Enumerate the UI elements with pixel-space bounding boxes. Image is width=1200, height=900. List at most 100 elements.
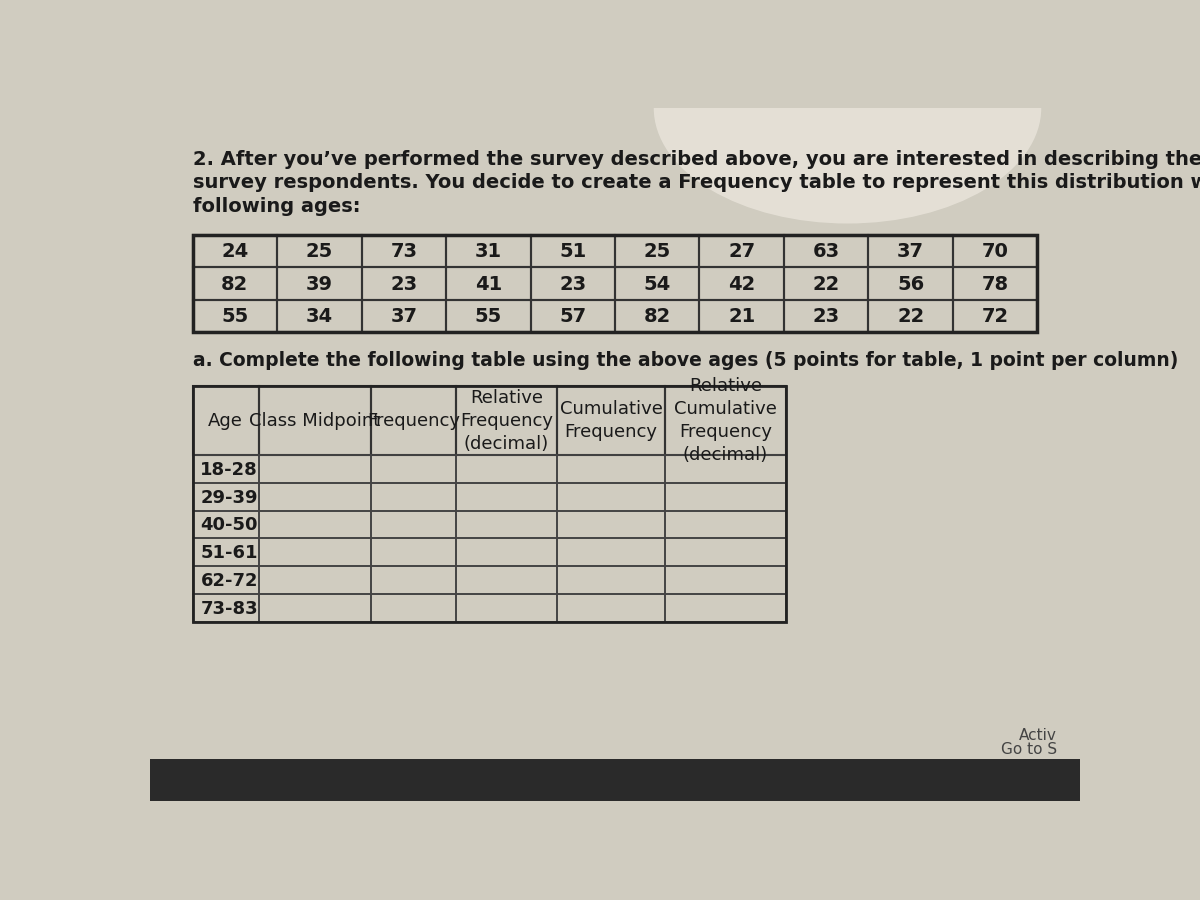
Text: Relative
Cumulative
Frequency
(decimal): Relative Cumulative Frequency (decimal) [674, 377, 776, 464]
Bar [193, 300, 277, 332]
Bar [193, 235, 277, 267]
Bar [700, 300, 784, 332]
Bar [665, 455, 786, 483]
Bar [371, 510, 456, 538]
Bar [277, 267, 361, 300]
Bar [530, 235, 616, 267]
Text: 62-72: 62-72 [200, 572, 258, 590]
Bar [258, 386, 371, 455]
Text: 42: 42 [728, 274, 755, 293]
Text: Relative
Frequency
(decimal): Relative Frequency (decimal) [460, 389, 553, 453]
Text: 37: 37 [390, 307, 418, 326]
Bar [665, 510, 786, 538]
Bar [193, 235, 1037, 332]
Text: Frequency: Frequency [367, 411, 460, 429]
Bar [277, 235, 361, 267]
Bar [258, 594, 371, 622]
Bar [258, 538, 371, 566]
Text: 57: 57 [559, 307, 587, 326]
Text: 23: 23 [559, 274, 587, 293]
Bar [371, 455, 456, 483]
Bar [456, 510, 557, 538]
Bar [616, 300, 700, 332]
Text: 34: 34 [306, 307, 332, 326]
Bar [456, 483, 557, 510]
Bar [665, 538, 786, 566]
Bar [371, 538, 456, 566]
Bar [456, 455, 557, 483]
Bar [530, 267, 616, 300]
Bar [277, 300, 361, 332]
Text: Go to S: Go to S [1001, 742, 1057, 757]
Bar [446, 267, 530, 300]
Text: Class Midpoint: Class Midpoint [250, 411, 380, 429]
Text: 23: 23 [390, 274, 418, 293]
Text: 21: 21 [728, 307, 755, 326]
Bar [456, 566, 557, 594]
Text: Cumulative
Frequency: Cumulative Frequency [559, 400, 662, 441]
Text: 39: 39 [306, 274, 332, 293]
Text: 41: 41 [475, 274, 502, 293]
Ellipse shape [654, 0, 1042, 223]
Bar [456, 594, 557, 622]
Text: 29-39: 29-39 [200, 489, 258, 507]
Bar [700, 267, 784, 300]
Text: 70: 70 [982, 242, 1008, 262]
Bar [193, 510, 258, 538]
Text: 55: 55 [221, 307, 248, 326]
Text: Activ: Activ [1019, 728, 1057, 742]
Bar [456, 538, 557, 566]
Bar [784, 267, 869, 300]
Bar [665, 566, 786, 594]
Bar [557, 538, 665, 566]
Bar [456, 386, 557, 455]
Text: survey respondents. You decide to create a Frequency table to represent this dis: survey respondents. You decide to create… [193, 174, 1200, 193]
Bar [361, 235, 446, 267]
Text: 25: 25 [643, 242, 671, 262]
Bar [953, 300, 1037, 332]
Text: 2. After you’ve performed the survey described above, you are interested in desc: 2. After you’ve performed the survey des… [193, 150, 1200, 169]
Bar [258, 455, 371, 483]
Text: 82: 82 [643, 307, 671, 326]
Bar [665, 386, 786, 455]
Bar [616, 267, 700, 300]
Text: 31: 31 [475, 242, 502, 262]
Bar [446, 300, 530, 332]
Text: 82: 82 [221, 274, 248, 293]
Bar [193, 566, 258, 594]
Bar [530, 300, 616, 332]
Bar [557, 594, 665, 622]
Text: 23: 23 [812, 307, 840, 326]
Bar [616, 235, 700, 267]
Bar [361, 267, 446, 300]
Bar [193, 483, 258, 510]
Bar [193, 538, 258, 566]
Bar [193, 386, 786, 622]
Bar [784, 235, 869, 267]
Bar [665, 594, 786, 622]
Bar [150, 759, 1080, 801]
Text: 54: 54 [643, 274, 671, 293]
Bar [371, 594, 456, 622]
Bar [361, 300, 446, 332]
Bar [784, 300, 869, 332]
Text: 73-83: 73-83 [200, 599, 258, 617]
Bar [557, 483, 665, 510]
Text: 55: 55 [475, 307, 502, 326]
Text: 25: 25 [306, 242, 332, 262]
Text: following ages:: following ages: [193, 196, 360, 215]
Bar [258, 510, 371, 538]
Bar [193, 455, 258, 483]
Text: a. Complete the following table using the above ages (5 points for table, 1 poin: a. Complete the following table using th… [193, 351, 1178, 370]
Text: 24: 24 [221, 242, 248, 262]
Bar [700, 235, 784, 267]
Text: 56: 56 [898, 274, 924, 293]
Bar [665, 483, 786, 510]
Text: 18-28: 18-28 [200, 461, 258, 479]
Text: 51-61: 51-61 [200, 544, 258, 562]
Bar [869, 235, 953, 267]
Bar [258, 483, 371, 510]
Bar [193, 594, 258, 622]
Text: 73: 73 [390, 242, 418, 262]
Text: 27: 27 [728, 242, 755, 262]
